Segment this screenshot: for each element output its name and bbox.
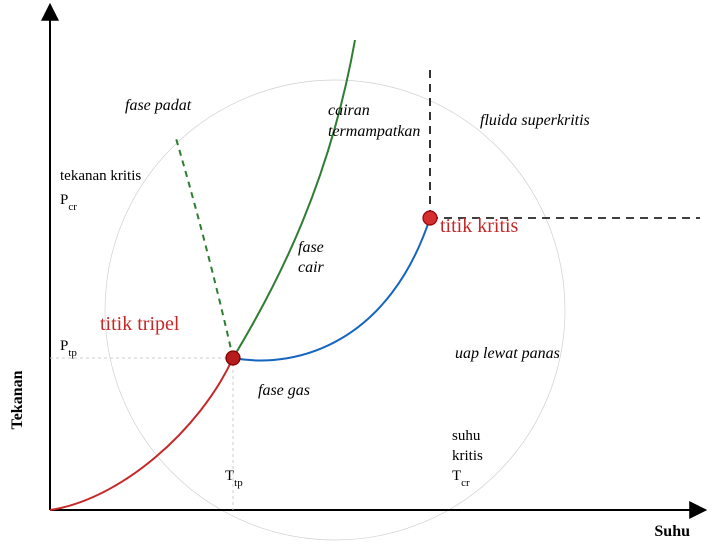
label-Tcr: Tcr bbox=[452, 468, 470, 489]
label-cairan_termampatkan_1: cairan bbox=[328, 102, 370, 119]
x-axis-label: Suhu bbox=[654, 523, 690, 540]
critical-point bbox=[423, 211, 437, 225]
label-tekanan_kritis: tekanan kritis bbox=[60, 168, 141, 184]
label-Ptp: Ptp bbox=[60, 338, 77, 359]
label-fase_padat: fase padat bbox=[125, 97, 192, 114]
label-fase_gas: fase gas bbox=[258, 382, 310, 399]
triple-point bbox=[226, 351, 240, 365]
melting_dashed-curve bbox=[175, 135, 233, 358]
label-fase_cair_2: cair bbox=[298, 259, 325, 276]
label-Pcr: Pcr bbox=[60, 192, 77, 213]
phase-diagram: Suhu Tekanan fase padat cairan termampatkan f… bbox=[0, 0, 728, 557]
label-suhu_kritis_2: kritis bbox=[452, 448, 483, 464]
label-cairan_termampatkan_2: termampatkan bbox=[328, 123, 420, 140]
watermark-circle bbox=[105, 80, 565, 540]
label-titik_tripel: titik tripel bbox=[100, 313, 180, 335]
label-suhu_kritis_1: suhu bbox=[452, 428, 481, 444]
label-fase_cair_1: fase bbox=[298, 239, 324, 256]
label-Ttp: Ttp bbox=[225, 468, 243, 489]
label-uap_lewat_panas: uap lewat panas bbox=[455, 345, 560, 362]
melting_solid-curve bbox=[233, 40, 355, 358]
vaporization-curve bbox=[233, 218, 430, 360]
label-titik_kritis: titik kritis bbox=[440, 215, 519, 237]
label-fluida_superkritis: fluida superkritis bbox=[480, 112, 590, 129]
y-axis-label: Tekanan bbox=[9, 370, 26, 429]
